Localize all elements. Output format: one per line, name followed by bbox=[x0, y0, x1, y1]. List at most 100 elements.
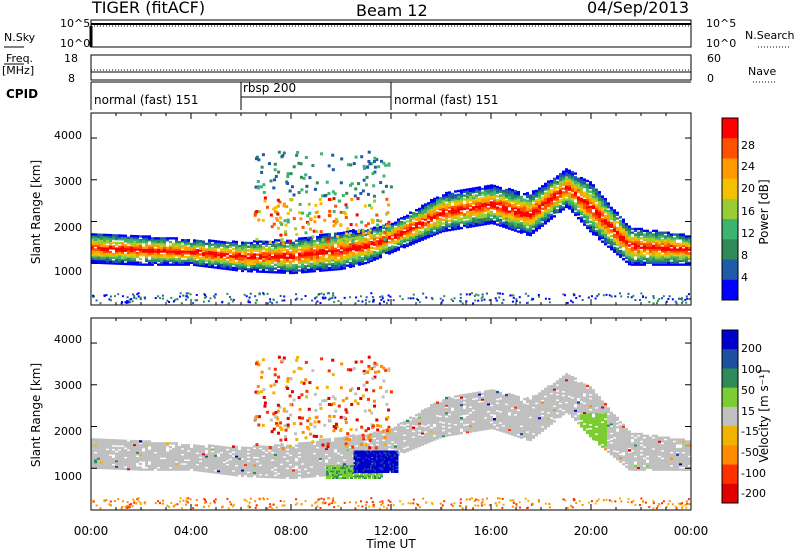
power-noise-cell bbox=[564, 294, 567, 297]
power-noise-cell bbox=[95, 299, 98, 302]
power-cell bbox=[94, 248, 97, 251]
power-cell bbox=[562, 174, 565, 177]
power-cell bbox=[637, 252, 640, 255]
velocity-cell bbox=[307, 458, 310, 461]
power-cell bbox=[586, 221, 589, 224]
velocity-cell bbox=[196, 461, 199, 464]
power-noise-cell bbox=[417, 298, 420, 301]
power-cell bbox=[259, 246, 262, 249]
power-cell bbox=[517, 200, 520, 203]
velocity-cell bbox=[130, 447, 133, 450]
power-cell bbox=[526, 192, 529, 195]
power-cell bbox=[91, 238, 94, 242]
power-cell bbox=[445, 227, 448, 230]
power-cell bbox=[358, 255, 361, 259]
power-cell bbox=[631, 255, 634, 259]
velocity-cell bbox=[148, 440, 151, 443]
velocity-cell bbox=[94, 458, 97, 462]
power-cell bbox=[565, 175, 568, 179]
power-cell bbox=[190, 244, 193, 248]
power-cell bbox=[118, 256, 121, 260]
power-cell bbox=[577, 185, 580, 188]
power-cell bbox=[241, 245, 244, 248]
velocity-cell bbox=[151, 451, 154, 454]
power-cell bbox=[397, 229, 400, 233]
power-cell bbox=[673, 237, 676, 240]
power-plume-cell bbox=[339, 224, 343, 228]
power-plume-cell bbox=[296, 150, 300, 154]
velocity-cell bbox=[205, 468, 208, 471]
power-cell bbox=[514, 214, 517, 217]
power-cell bbox=[190, 246, 193, 249]
power-cell bbox=[613, 235, 616, 238]
power-cell bbox=[538, 198, 541, 202]
velocity-cell bbox=[190, 460, 193, 464]
power-noise-cell bbox=[304, 295, 307, 298]
power-cell bbox=[439, 223, 442, 226]
power-cell bbox=[253, 257, 256, 260]
power-cell bbox=[583, 178, 586, 181]
power-cell bbox=[535, 204, 538, 208]
velocity-cell bbox=[193, 461, 196, 464]
power-cell bbox=[124, 240, 127, 243]
velocity-cell bbox=[271, 455, 274, 458]
power-cell bbox=[394, 223, 397, 226]
power-cell bbox=[556, 205, 559, 208]
power-cell bbox=[577, 196, 580, 199]
power-cell bbox=[373, 226, 376, 229]
velocity-cell bbox=[94, 449, 97, 452]
power-cell bbox=[553, 188, 556, 192]
power-noise-cell bbox=[133, 294, 136, 297]
velocity-cell bbox=[208, 453, 211, 457]
power-cell bbox=[448, 200, 451, 204]
velocity-cell bbox=[238, 449, 241, 453]
power-plume-cell bbox=[341, 194, 345, 198]
velocity-cell bbox=[214, 465, 217, 469]
power-cell bbox=[115, 243, 118, 246]
power-cell bbox=[259, 240, 262, 243]
power-cell bbox=[532, 193, 535, 197]
power-cell bbox=[532, 218, 535, 221]
power-cell bbox=[433, 203, 436, 206]
velocity-cell bbox=[292, 474, 295, 478]
power-cell bbox=[589, 184, 592, 188]
power-cell bbox=[592, 191, 595, 195]
power-noise-cell bbox=[247, 301, 250, 304]
power-plume-cell bbox=[254, 157, 258, 161]
power-cell bbox=[343, 257, 346, 261]
power-cell bbox=[124, 247, 127, 251]
power-cell bbox=[388, 233, 391, 236]
power-cell bbox=[670, 255, 673, 259]
power-cell bbox=[151, 240, 154, 244]
velocity-cell bbox=[181, 457, 184, 460]
velocity-cell bbox=[208, 451, 211, 455]
power-cell bbox=[463, 203, 466, 207]
power-cell bbox=[637, 242, 640, 246]
power-plume-cell bbox=[277, 150, 281, 154]
velocity-cell bbox=[253, 462, 256, 465]
power-noise-cell bbox=[660, 297, 663, 300]
power-cell bbox=[406, 227, 409, 231]
velocity-cell bbox=[166, 442, 169, 445]
power-plume-cell bbox=[304, 155, 308, 159]
velocity-cell bbox=[232, 445, 235, 448]
power-cell bbox=[154, 259, 157, 263]
velocity-cell bbox=[265, 468, 268, 471]
power-cell bbox=[358, 252, 361, 255]
vel-cbar-tick-50: 50 bbox=[741, 384, 755, 397]
power-cell bbox=[136, 261, 139, 264]
velocity-cell bbox=[262, 475, 265, 478]
velocity-cell bbox=[214, 460, 217, 463]
power-cell bbox=[148, 263, 151, 266]
power-cell bbox=[616, 243, 619, 247]
power-cell bbox=[589, 194, 592, 197]
power-cell bbox=[472, 196, 475, 200]
power-cell bbox=[394, 240, 397, 243]
power-cell bbox=[301, 250, 304, 253]
velocity-cell bbox=[124, 460, 127, 463]
power-cell bbox=[169, 252, 172, 255]
power-cell bbox=[499, 190, 502, 193]
power-cell bbox=[250, 251, 253, 254]
power-cell bbox=[541, 201, 544, 205]
power-cell bbox=[292, 256, 295, 260]
